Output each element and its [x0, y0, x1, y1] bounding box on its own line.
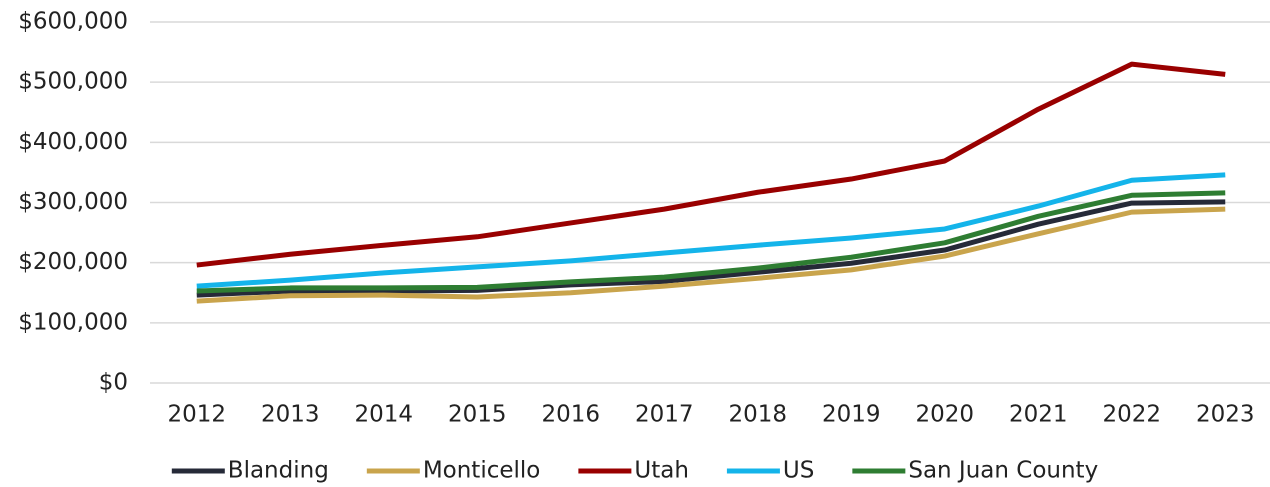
y-tick-label: $200,000: [18, 249, 128, 275]
x-tick-label: 2012: [167, 402, 226, 428]
x-tick-label: 2020: [915, 402, 974, 428]
x-tick-label: 2023: [1196, 402, 1255, 428]
series-line: [196, 190, 1226, 294]
y-tick-label: $400,000: [18, 129, 128, 155]
x-tick-label: 2021: [1009, 402, 1068, 428]
x-tick-label: 2017: [635, 402, 694, 428]
y-tick-label: $300,000: [18, 189, 128, 215]
y-tick-label: $0: [99, 370, 128, 396]
legend-label: Monticello: [423, 458, 541, 484]
y-tick-label: $600,000: [18, 9, 128, 35]
series-line: [196, 206, 1226, 304]
legend-label: Utah: [634, 458, 689, 484]
x-tick-label: 2018: [728, 402, 787, 428]
legend-label: Blanding: [228, 458, 329, 484]
y-tick-label: $500,000: [18, 69, 128, 95]
x-tick-label: 2015: [448, 402, 507, 428]
x-tick-label: 2016: [541, 402, 600, 428]
x-tick-label: 2013: [261, 402, 320, 428]
x-tick-label: 2019: [822, 402, 881, 428]
x-tick-label: 2014: [354, 402, 413, 428]
y-tick-label: $100,000: [18, 309, 128, 335]
legend-label: US: [783, 458, 814, 484]
series-line: [196, 199, 1226, 298]
x-tick-label: 2022: [1102, 402, 1161, 428]
series-line: [196, 172, 1226, 289]
series-line: [196, 61, 1226, 268]
legend-label: San Juan County: [908, 458, 1098, 484]
